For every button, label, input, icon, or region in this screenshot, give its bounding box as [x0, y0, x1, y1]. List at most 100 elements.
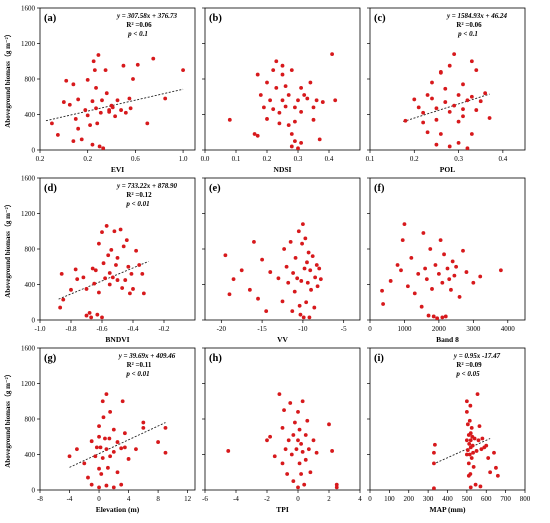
data-point	[260, 257, 265, 262]
data-point	[409, 255, 414, 260]
y-tick-label: 1600	[21, 345, 36, 353]
data-point	[498, 268, 503, 273]
data-point	[265, 117, 269, 121]
data-point	[434, 142, 439, 147]
data-point	[280, 299, 285, 304]
data-point	[478, 274, 483, 279]
trend-line	[69, 422, 166, 468]
data-point	[123, 110, 128, 115]
data-point	[400, 238, 405, 243]
data-point	[471, 280, 476, 285]
x-tick-label: 0.2	[83, 155, 92, 163]
data-point	[89, 439, 94, 444]
data-point	[104, 483, 109, 488]
data-point	[283, 447, 288, 452]
data-point	[90, 99, 95, 104]
data-point	[300, 399, 305, 404]
data-point	[141, 425, 146, 430]
data-point	[495, 473, 500, 478]
data-point	[412, 97, 417, 102]
data-point	[469, 425, 474, 430]
data-point	[120, 286, 125, 290]
data-point	[61, 297, 66, 302]
data-point	[71, 139, 76, 144]
x-tick-label: 500	[462, 495, 473, 503]
p-value: p < 0.05	[455, 370, 480, 378]
data-point	[461, 107, 465, 112]
regression-equation: y = 0.95x -17.47	[453, 352, 501, 360]
data-point	[226, 449, 231, 453]
data-point	[299, 441, 303, 446]
data-point	[468, 403, 473, 408]
panel-label: (i)	[374, 353, 384, 364]
x-axis-label: Elevation (m)	[96, 505, 140, 514]
data-point	[104, 91, 109, 96]
data-point	[119, 446, 124, 451]
data-point	[432, 461, 436, 466]
data-point	[82, 461, 87, 466]
x-tick-label: 1.0	[179, 155, 188, 163]
data-point	[467, 441, 472, 446]
data-point	[443, 314, 448, 319]
data-point	[115, 278, 120, 282]
x-tick-label: 200	[404, 495, 415, 503]
data-point	[291, 433, 296, 437]
data-point	[107, 109, 112, 114]
data-point	[84, 313, 89, 318]
data-point	[424, 277, 429, 282]
x-axis-label: NDSI	[274, 165, 292, 174]
data-point	[128, 106, 133, 111]
data-point	[461, 114, 465, 119]
data-point	[311, 438, 316, 443]
data-point	[280, 461, 285, 466]
data-point	[426, 313, 431, 318]
data-point	[440, 315, 445, 320]
r-squared: R² =0.06	[126, 21, 152, 29]
data-point	[318, 277, 323, 282]
data-point	[120, 399, 125, 404]
data-point	[98, 110, 103, 115]
panel-h: -6 -4 -2 0 2 4 TPI (h)	[202, 347, 362, 514]
data-point	[466, 461, 471, 466]
data-point	[271, 68, 276, 73]
data-point	[272, 454, 277, 459]
data-point	[300, 449, 305, 454]
x-tick-label: 0.0	[201, 155, 210, 163]
data-point	[61, 100, 66, 104]
data-point	[83, 108, 88, 112]
data-point	[461, 82, 465, 87]
data-point	[86, 475, 90, 480]
data-point	[461, 248, 465, 253]
data-point	[425, 93, 430, 97]
data-point	[282, 408, 286, 413]
data-point	[280, 72, 285, 77]
r-squared: R² =0.12	[126, 191, 152, 199]
data-point	[286, 438, 291, 443]
data-point	[317, 266, 322, 271]
data-point	[94, 445, 99, 450]
data-point	[305, 280, 310, 285]
data-point	[76, 126, 81, 131]
data-point	[88, 123, 92, 128]
panel-b: 0.0 0.1 0.2 0.3 0.4 NDSI (b)	[201, 7, 361, 174]
data-point	[433, 263, 438, 267]
data-point	[296, 98, 300, 103]
data-point	[289, 144, 294, 149]
data-point	[289, 452, 294, 457]
data-point	[416, 271, 421, 276]
data-point	[447, 144, 452, 149]
data-point	[89, 315, 94, 320]
x-tick-label: 0	[368, 325, 372, 333]
data-point	[126, 264, 131, 269]
data-point	[137, 263, 142, 267]
data-point	[306, 447, 311, 452]
data-point	[432, 486, 436, 491]
p-value: p < 0.01	[125, 200, 149, 208]
data-point	[97, 424, 101, 428]
data-point	[470, 443, 475, 448]
data-point	[473, 482, 478, 487]
y-tick-label: 1600	[21, 175, 36, 183]
data-point	[104, 392, 109, 397]
y-axis-label: Aboveground biomass（g m⁻²）	[4, 200, 12, 297]
data-point	[299, 85, 303, 90]
